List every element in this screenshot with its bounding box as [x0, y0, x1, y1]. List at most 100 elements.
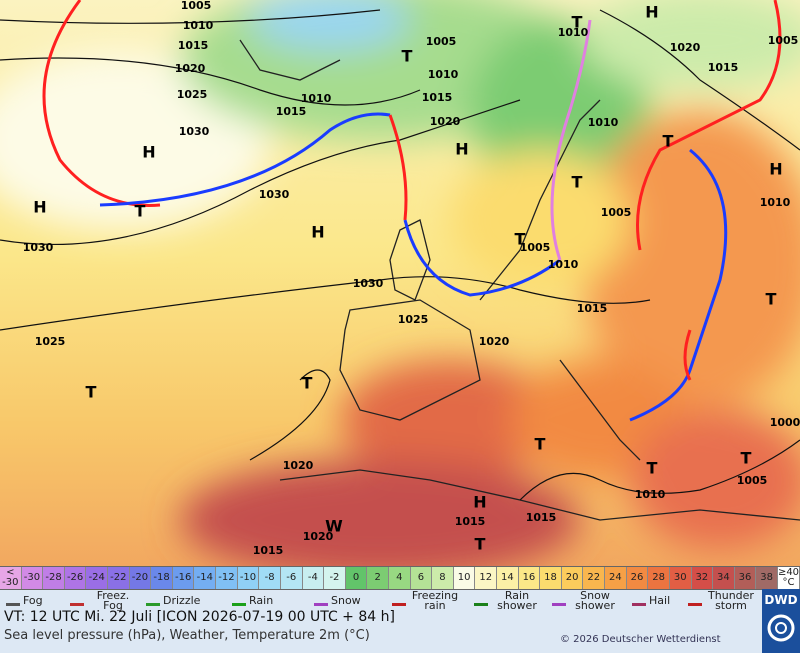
colorbar-cell: 34 — [713, 567, 735, 589]
colorbar-cell: ≥40 °C — [777, 567, 800, 589]
isobar-label: 1015 — [708, 61, 739, 74]
isobar-label: 1010 — [183, 19, 214, 32]
colorbar-cell: -8 — [259, 567, 281, 589]
legend-label: Hail — [649, 594, 671, 607]
pressure-center: H — [33, 198, 46, 217]
pressure-center: W — [325, 517, 343, 536]
legend-item: Rain shower — [474, 589, 543, 613]
isobar-label: 1025 — [398, 313, 429, 326]
pressure-center: T — [663, 132, 674, 151]
copyright: © 2026 Deutscher Wetterdienst — [560, 634, 721, 645]
isobar-label: 1015 — [253, 544, 284, 557]
legend-item: Snow shower — [552, 589, 621, 613]
legend-item: Freez. Fog — [70, 589, 139, 613]
legend-symbol — [474, 597, 488, 606]
logo-icon — [767, 614, 795, 642]
colorbar-cell: 8 — [432, 567, 454, 589]
colorbar-cell: -16 — [172, 567, 195, 589]
isobar-label: 1020 — [175, 62, 206, 75]
isobar-label: 1030 — [259, 188, 290, 201]
fronts — [42, 0, 782, 422]
colorbar-cell: 22 — [583, 567, 606, 589]
legend-symbol — [70, 597, 84, 606]
legend-item: Thunder storm — [688, 589, 757, 613]
pressure-center: T — [135, 202, 146, 221]
legend-item: Drizzle — [146, 589, 200, 613]
legend-item: Snow — [314, 589, 361, 613]
legend-label: Snow — [331, 594, 361, 607]
colorbar-cell: < -30 — [0, 567, 22, 589]
legend-item: Freezing rain — [392, 589, 461, 613]
isobar-label: 1030 — [353, 277, 384, 290]
colorbar-cell: -6 — [280, 567, 303, 589]
isobar-label: 1005 — [768, 34, 799, 47]
colorbar-cell: -26 — [64, 567, 87, 589]
description: Sea level pressure (hPa), Weather, Tempe… — [4, 628, 370, 643]
colorbar-cell: -2 — [324, 567, 346, 589]
isobar-label: 1010 — [301, 92, 332, 105]
pressure-center: H — [473, 493, 486, 512]
legend-symbol — [632, 597, 646, 606]
colorbar-cell: 18 — [540, 567, 562, 589]
legend-label: Thunder storm — [708, 589, 754, 612]
valid-time: VT: 12 UTC Mi. 22 Juli [ICON 2026-07-19 … — [4, 609, 395, 625]
colorbar-cell: 38 — [756, 567, 778, 589]
isobar-label: 1000 — [770, 416, 800, 429]
isobar-label: 1010 — [760, 196, 791, 209]
colorbar-cell: -10 — [237, 567, 260, 589]
pressure-center: H — [645, 3, 658, 22]
legend-symbol — [552, 597, 566, 606]
isobar-label: 1005 — [520, 241, 551, 254]
isobars — [0, 9, 800, 501]
pressure-center: T — [647, 459, 658, 478]
colorbar-cell: -28 — [43, 567, 65, 589]
colorbar-cell: 32 — [691, 567, 714, 589]
isobar-label: 1030 — [23, 241, 54, 254]
pressure-center: T — [572, 173, 583, 192]
legend-label: Rain — [249, 594, 274, 607]
isobar-label: 1015 — [276, 105, 307, 118]
legend-symbol — [392, 597, 406, 606]
legend-label: Rain shower — [497, 589, 537, 612]
colorbar-cell: 24 — [605, 567, 627, 589]
colorbar-cell: -12 — [216, 567, 238, 589]
pressure-center: T — [515, 230, 526, 249]
isobar-label: 1015 — [455, 515, 486, 528]
legend-symbol — [6, 597, 20, 606]
colorbar-cell: -14 — [194, 567, 217, 589]
legend-symbol — [146, 597, 160, 606]
colorbar-cell: -4 — [302, 567, 325, 589]
isobar-label: 1015 — [422, 91, 453, 104]
legend-label: Snow shower — [575, 589, 615, 612]
isobar-label: 1020 — [430, 115, 461, 128]
pressure-center: T — [302, 374, 313, 393]
isobar-label: 1010 — [548, 258, 579, 271]
colorbar-cell: 0 — [345, 567, 368, 589]
isobar-label: 1025 — [35, 335, 66, 348]
colorbar-cell: -24 — [86, 567, 109, 589]
legend-symbol — [314, 597, 328, 606]
pressure-center: T — [86, 383, 97, 402]
colorbar-cell: 12 — [475, 567, 498, 589]
isobar-label: 1020 — [479, 335, 510, 348]
colorbar-cell: 10 — [453, 567, 476, 589]
pressure-center: T — [535, 435, 546, 454]
isobar-label: 1005 — [426, 35, 457, 48]
legend-symbol — [688, 597, 702, 606]
isobar-label: 1005 — [737, 474, 768, 487]
legend-label: Drizzle — [163, 594, 201, 607]
colorbar-cell: 2 — [367, 567, 389, 589]
isobar-label: 1015 — [178, 39, 209, 52]
isobar-label: 1010 — [588, 116, 619, 129]
legend-label: Freezing rain — [411, 589, 459, 612]
isobar-label: 1030 — [179, 125, 210, 138]
pressure-center: T — [766, 290, 777, 309]
isobar-label: 1005 — [601, 206, 632, 219]
colorbar-cell: 14 — [497, 567, 519, 589]
isobar-label: 1010 — [428, 68, 459, 81]
colorbar-cell: -22 — [108, 567, 130, 589]
legend-item: Rain — [232, 589, 273, 613]
colorbar-cell: 26 — [626, 567, 649, 589]
legend-symbol — [232, 597, 246, 606]
